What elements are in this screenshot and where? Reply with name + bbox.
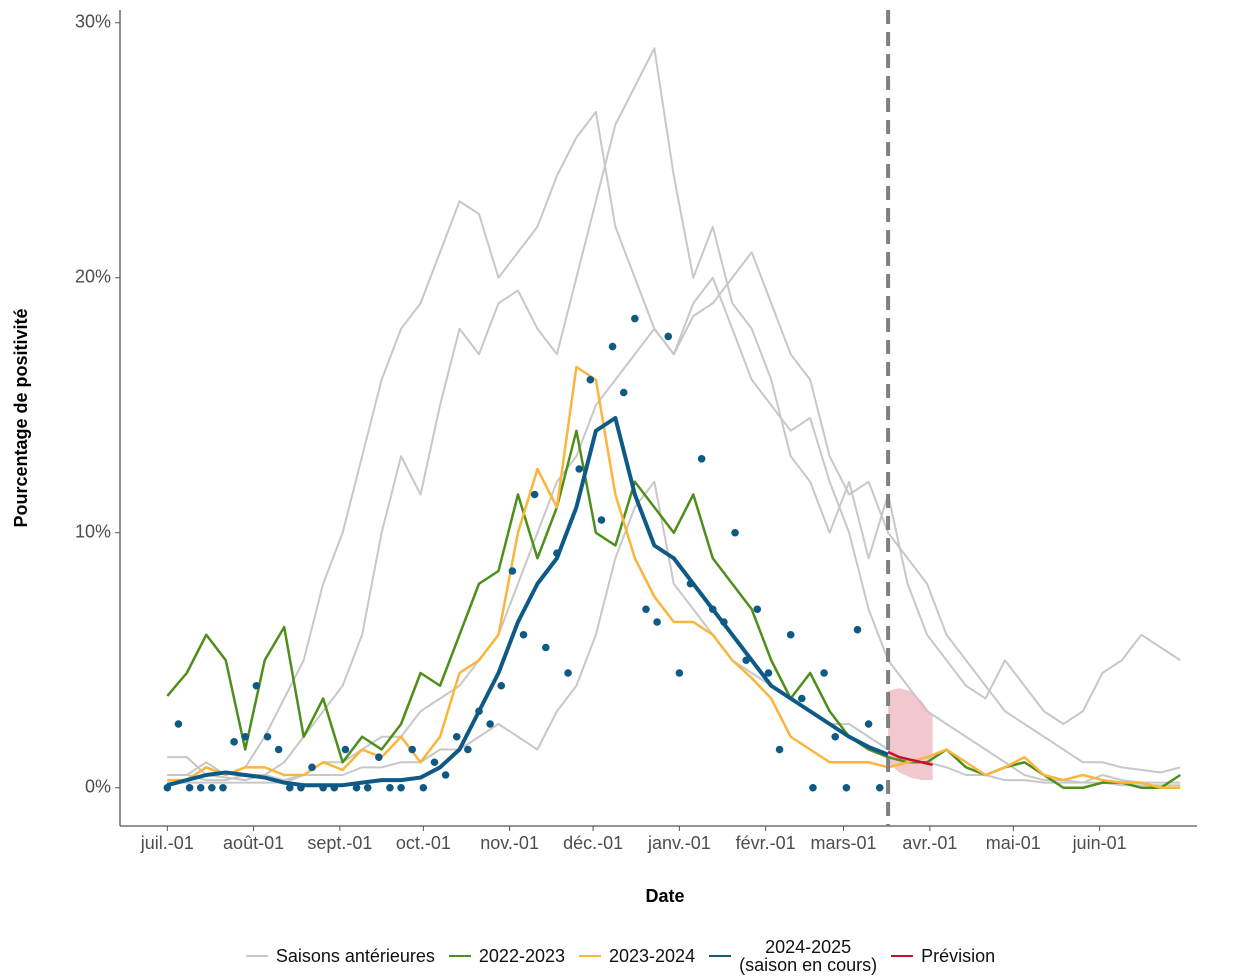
observation-point — [430, 758, 439, 767]
observation-point — [875, 783, 884, 792]
observation-point — [764, 669, 773, 677]
x-tick-label: oct.-01 — [396, 833, 451, 853]
observation-point — [497, 681, 506, 690]
observation-point — [664, 332, 673, 341]
observation-point — [864, 720, 873, 728]
observation-point — [853, 625, 862, 634]
legend-label: Saisons antérieures — [275, 945, 435, 966]
x-tick-label: févr.-01 — [736, 833, 796, 853]
observation-point — [419, 783, 428, 792]
observation-point — [753, 605, 762, 614]
observation-point — [274, 745, 283, 754]
observation-point — [608, 342, 617, 351]
season-line — [166, 429, 1181, 789]
observation-point — [486, 720, 494, 728]
legend-label: 2023-2024 — [609, 945, 696, 966]
legend-swatch — [448, 954, 471, 957]
previous-season-line — [167, 251, 1181, 782]
x-tick-label: juin-01 — [1072, 833, 1127, 853]
legend: Saisons antérieures 2022-2023 2023-2024 202… — [0, 932, 1241, 979]
forecast-line — [887, 750, 933, 767]
observation-point — [731, 528, 739, 537]
y-tick-label: 0% — [85, 777, 111, 797]
observation-point — [820, 669, 828, 677]
observation-point — [363, 783, 372, 792]
observation-point — [285, 783, 294, 792]
observation-point — [341, 745, 350, 754]
y-axis-title: Pourcentage de positivité — [11, 308, 31, 527]
legend-item: 2023-2024 — [579, 947, 695, 965]
observation-point — [631, 314, 639, 323]
x-tick-label: avr.-01 — [902, 833, 957, 853]
x-tick-label: déc.-01 — [563, 833, 623, 853]
y-tick-label: 10% — [75, 522, 111, 542]
x-tick-label: juil.-01 — [140, 833, 194, 853]
observation-point — [642, 605, 650, 614]
legend-item: Prévision — [891, 947, 995, 965]
observation-point — [464, 745, 472, 754]
observation-point — [530, 490, 539, 499]
observation-point — [308, 763, 316, 772]
legend-swatch — [245, 954, 268, 957]
y-tick-label: 30% — [75, 12, 111, 32]
observation-point — [809, 783, 817, 792]
observation-point — [619, 388, 628, 397]
legend-item: Saisons antérieures — [245, 945, 435, 966]
observation-point — [219, 783, 227, 792]
observation-point — [408, 745, 417, 754]
previous-season-line — [167, 47, 1181, 782]
observation-point — [185, 783, 194, 792]
chart: Date Pourcentage de positivité 0% 10% 20% 3… — [11, 10, 1197, 906]
legend-label: 2022-2023 — [478, 945, 565, 966]
x-axis-title: Date — [645, 886, 684, 906]
observation-point — [653, 618, 661, 626]
legend-label: Prévision — [921, 945, 996, 966]
observation-point — [386, 783, 394, 792]
x-tick-label: sept.-01 — [307, 833, 372, 853]
legend-swatch — [579, 954, 601, 957]
observation-point — [352, 783, 361, 792]
observation-point — [564, 669, 572, 677]
observation-point — [252, 681, 261, 690]
legend-item: 2022-2023 — [448, 945, 565, 966]
observation-point — [575, 465, 583, 473]
observation-point — [586, 375, 595, 384]
x-tick-label: août-01 — [223, 833, 284, 853]
observation-point — [174, 720, 183, 728]
observation-point — [241, 732, 250, 741]
x-tick-label: mai-01 — [986, 833, 1041, 853]
legend-swatch — [891, 954, 914, 957]
observation-point — [775, 745, 784, 754]
observation-point — [230, 738, 238, 746]
observation-point — [541, 643, 550, 652]
observation-point — [597, 516, 606, 524]
observation-point — [508, 567, 517, 575]
observation-point — [842, 783, 851, 792]
observation-point — [798, 694, 806, 703]
observation-point — [196, 783, 205, 792]
observation-point — [831, 732, 840, 741]
observation-point — [263, 732, 272, 741]
x-tick-label: janv.-01 — [647, 833, 711, 853]
y-tick-label: 20% — [75, 267, 111, 287]
observation-point — [441, 771, 450, 779]
current-season-smooth — [166, 416, 889, 788]
observation-point — [397, 783, 405, 792]
previous-season-line — [167, 480, 1181, 787]
observation-point — [208, 783, 216, 792]
observation-point — [675, 669, 684, 677]
legend-label: 2024-2025 (saison en cours) — [739, 936, 878, 975]
season-line — [167, 365, 1181, 789]
observation-point — [519, 630, 528, 639]
x-tick-label: nov.-01 — [480, 833, 539, 853]
observation-point — [375, 753, 383, 761]
observation-point — [697, 455, 706, 463]
x-tick-label: mars-01 — [811, 833, 877, 853]
observation-point — [786, 630, 795, 639]
legend-item: 2024-2025 (saison en cours) — [709, 938, 877, 974]
observation-point — [452, 732, 461, 741]
previous-season-line — [167, 111, 1181, 784]
legend-swatch — [709, 954, 732, 957]
